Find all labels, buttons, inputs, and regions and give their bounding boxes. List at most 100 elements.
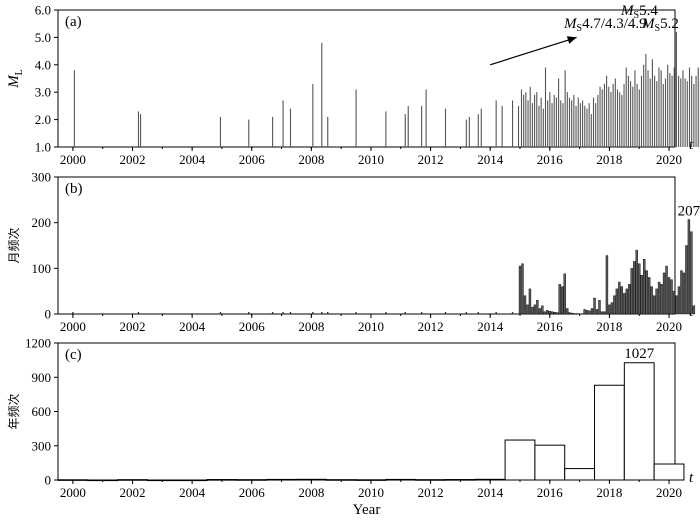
x-tick-label: 2008: [298, 152, 324, 167]
month-bar: [546, 310, 549, 315]
x-tick-label: 2018: [596, 152, 622, 167]
month-bar: [652, 295, 656, 315]
x-tick-label: 2014: [477, 485, 504, 500]
month-bar: [692, 305, 696, 315]
month-bar: [610, 302, 614, 315]
x-tick-label: 2004: [179, 485, 206, 500]
month-bar: [568, 312, 571, 315]
y-tick-label: 300: [32, 438, 52, 453]
month-bar: [553, 311, 556, 315]
month-bar: [570, 312, 574, 315]
x-axis-symbol: t: [689, 470, 694, 486]
year-bar: [325, 479, 357, 481]
panel-label: (c): [65, 347, 82, 363]
year-bar: [57, 479, 89, 481]
month-bar: [672, 290, 676, 315]
month-bar: [541, 305, 544, 315]
panel-label: (b): [65, 181, 83, 197]
month-bar: [633, 261, 636, 315]
y-tick-label: 0: [45, 473, 52, 488]
year-bar: [236, 479, 268, 481]
year-bar: [474, 478, 506, 481]
panel-a: 2000 2002 2004 2006 2008 2010 2012 2014 2016 2018…: [6, 3, 700, 167]
month-bar: [623, 293, 626, 315]
y-tick-label: 300: [32, 170, 52, 185]
year-bar: [206, 479, 238, 481]
month-bar: [518, 265, 522, 315]
month-bar: [605, 255, 609, 315]
year-bar: [594, 384, 625, 481]
month-bar: [625, 288, 629, 315]
y-tick-label: 0: [45, 307, 52, 322]
plot-frame: [57, 9, 676, 148]
month-bar: [647, 277, 651, 315]
month-bar: [548, 311, 552, 315]
annotation-ms-5-2: MS5.2: [641, 16, 679, 34]
y-tick-label: 4.0: [35, 57, 51, 72]
x-tick-label: 2010: [358, 485, 384, 500]
x-tick-label: 2000: [60, 152, 86, 167]
x-tick-label: 2014: [477, 319, 504, 334]
year-bar: [534, 444, 566, 481]
y-tick-label: 3.0: [35, 85, 51, 100]
month-bar: [630, 268, 633, 315]
month-bar: [590, 308, 594, 315]
month-bar: [682, 272, 686, 315]
month-bar: [536, 300, 539, 315]
x-tick-label: 2016: [537, 319, 564, 334]
x-tick-label: 2016: [537, 485, 564, 500]
x-tick-label: 2020: [656, 485, 682, 500]
year-bar: [355, 479, 387, 481]
plot-frame: [57, 342, 676, 481]
x-tick-label: 2018: [596, 319, 622, 334]
month-bar: [531, 306, 534, 315]
y-tick-label: 900: [32, 370, 52, 385]
year-bar: [564, 468, 596, 481]
month-bar: [650, 286, 653, 315]
x-tick-label: 2014: [477, 152, 504, 167]
y-axis-label: 年频次: [7, 393, 21, 429]
x-tick-label: 2012: [418, 485, 444, 500]
panel-c: 2000 2002 2004 2006 2008 2010 2012 2014 2016 2018…: [7, 336, 694, 519]
month-bar: [615, 288, 619, 315]
year-bar: [87, 479, 119, 482]
x-tick-label: 2020: [656, 152, 682, 167]
year-bar: [266, 478, 297, 481]
month-bar: [556, 312, 559, 315]
month-bar: [667, 277, 671, 315]
arrow-head: [566, 36, 577, 44]
month-bar: [600, 311, 604, 315]
month-bar: [685, 245, 688, 315]
year-bar: [295, 478, 327, 481]
month-bar: [635, 249, 638, 315]
x-tick-label: 2002: [120, 485, 146, 500]
peak-label: 1027: [624, 346, 655, 362]
y-tick-label: 2.0: [35, 112, 51, 127]
annotation-ms-5-4: MS5.4: [620, 3, 658, 21]
year-bar: [623, 362, 655, 481]
month-bar: [521, 263, 524, 315]
month-bar: [638, 263, 641, 315]
month-bar: [563, 273, 566, 315]
month-bar: [585, 310, 589, 315]
month-bar: [528, 288, 532, 315]
year-bar: [117, 479, 148, 481]
month-bar: [643, 259, 646, 315]
month-bar: [603, 311, 606, 315]
month-bar: [618, 281, 621, 315]
month-bar: [660, 284, 663, 315]
month-bar: [665, 265, 668, 315]
year-bar: [653, 463, 685, 481]
y-tick-label: 6.0: [35, 3, 51, 18]
y-tick-label: 1200: [25, 336, 51, 351]
month-bar: [670, 279, 673, 315]
x-tick-label: 2010: [358, 319, 384, 334]
year-bar: [146, 479, 178, 482]
year-bar: [415, 479, 446, 481]
month-bar: [598, 300, 601, 315]
annotation-arrow: [490, 36, 577, 66]
month-bar: [538, 308, 542, 315]
month-bar: [593, 297, 596, 315]
month-bar: [687, 219, 691, 315]
y-tick-label: 1.0: [35, 140, 51, 155]
